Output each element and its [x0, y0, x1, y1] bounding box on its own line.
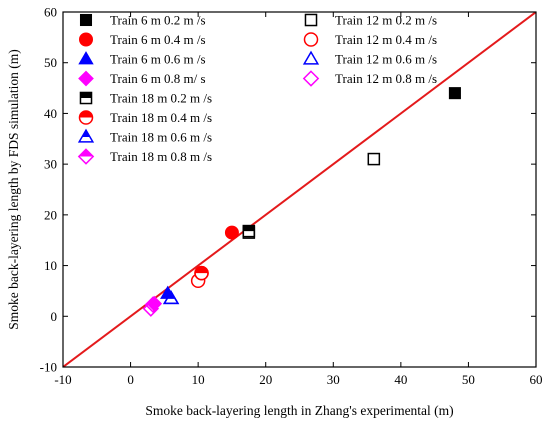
point-train-6-m-0-8-m-s [146, 295, 163, 312]
x-tick-label: 50 [462, 372, 475, 387]
legend-marker-train-6-m-0-2-m-s [79, 13, 93, 27]
point-train-6-m-0-6-m-s [160, 285, 176, 299]
y-tick-label: 40 [44, 106, 57, 121]
y-tick-label: 50 [44, 55, 57, 70]
x-tick-label: 20 [259, 372, 272, 387]
legend-label: Train 18 m 0.6 m /s [110, 130, 212, 145]
x-tick-label: 40 [394, 372, 407, 387]
y-tick-label: 20 [44, 207, 57, 222]
legend-item-train-12-m-0-2-m-s: Train 12 m 0.2 m /s [304, 13, 437, 28]
legend-item-train-12-m-0-8-m-s: Train 12 m 0.8 m /s [302, 70, 437, 87]
legend: Train 6 m 0.2 m /s Train 6 m 0.4 m /s Trai… [77, 13, 437, 165]
legend-label: Train 18 m 0.4 m /s [110, 110, 212, 125]
legend-marker-train-12-m-0-8-m-s [302, 70, 320, 87]
legend-item-train-18-m-0-4-m-s: Train 18 m 0.4 m /s [78, 110, 212, 125]
legend-item-train-18-m-0-2-m-s: Train 18 m 0.2 m /s [79, 91, 212, 106]
legend-label: Train 6 m 0.8 m/ s [110, 71, 206, 86]
point-train-12-m-0-2-m-s [367, 152, 381, 166]
y-axis-label: Smoke back-layering length by FDS simula… [6, 49, 21, 329]
y-tick-label: 30 [44, 157, 57, 172]
x-tick-label: -10 [54, 372, 71, 387]
legend-marker-train-18-m-0-8-m-s [77, 148, 95, 165]
legend-label: Train 18 m 0.2 m /s [110, 91, 212, 106]
reference-line [63, 12, 536, 367]
point-train-18-m-0-4-m-s [194, 265, 209, 281]
legend-item-train-6-m-0-6-m-s: Train 6 m 0.6 m /s [78, 51, 206, 67]
legend-marker-train-6-m-0-6-m-s [78, 51, 94, 65]
legend-marker-train-18-m-0-6-m-s [77, 128, 95, 143]
x-axis: -10 0 10 20 30 40 50 60 [54, 12, 543, 387]
x-tick-label: 60 [530, 372, 543, 387]
x-tick-label: 10 [192, 372, 205, 387]
legend-label: Train 12 m 0.8 m /s [335, 71, 437, 86]
legend-item-train-6-m-0-8-m-s: Train 6 m 0.8 m/ s [78, 70, 206, 87]
legend-marker-train-18-m-0-2-m-s [79, 91, 93, 105]
y-tick-label: -10 [40, 360, 57, 375]
legend-marker-train-12-m-0-6-m-s [302, 50, 320, 65]
legend-label: Train 18 m 0.8 m /s [110, 149, 212, 164]
plot-frame [62, 11, 537, 368]
y-axis: -10 0 10 20 30 40 50 60 [40, 5, 536, 375]
y-tick-label: 10 [44, 258, 57, 273]
legend-label: Train 6 m 0.4 m /s [110, 32, 206, 47]
legend-item-train-12-m-0-6-m-s: Train 12 m 0.6 m /s [302, 50, 437, 67]
legend-item-train-12-m-0-4-m-s: Train 12 m 0.4 m /s [303, 32, 437, 47]
legend-marker-train-12-m-0-2-m-s [304, 13, 318, 27]
x-tick-label: 0 [127, 372, 134, 387]
legend-marker-train-18-m-0-4-m-s [78, 110, 94, 125]
reference-line-layer [63, 12, 536, 367]
legend-item-train-6-m-0-2-m-s: Train 6 m 0.2 m /s [79, 13, 206, 28]
legend-label: Train 12 m 0.2 m /s [335, 13, 437, 28]
point-train-6-m-0-2-m-s [448, 87, 461, 100]
legend-label: Train 12 m 0.4 m /s [335, 32, 437, 47]
legend-label: Train 12 m 0.6 m /s [335, 52, 437, 67]
legend-item-train-18-m-0-6-m-s: Train 18 m 0.6 m /s [77, 128, 212, 145]
y-tick-label: 0 [51, 309, 58, 324]
legend-marker-train-6-m-0-8-m-s [78, 70, 94, 87]
point-train-6-m-0-4-m-s [224, 225, 239, 240]
data-points-layer [142, 87, 461, 317]
legend-marker-train-6-m-0-4-m-s [79, 32, 93, 47]
x-tick-label: 30 [327, 372, 340, 387]
x-axis-label: Smoke back-layering length in Zhang's ex… [145, 403, 453, 418]
point-train-18-m-0-2-m-s [242, 224, 256, 238]
y-tick-label: 60 [44, 5, 57, 20]
legend-item-train-6-m-0-4-m-s: Train 6 m 0.4 m /s [79, 32, 206, 47]
legend-label: Train 6 m 0.2 m /s [110, 13, 206, 28]
legend-item-train-18-m-0-8-m-s: Train 18 m 0.8 m /s [77, 148, 212, 165]
legend-label: Train 6 m 0.6 m /s [110, 52, 206, 67]
legend-marker-train-12-m-0-4-m-s [303, 32, 319, 47]
